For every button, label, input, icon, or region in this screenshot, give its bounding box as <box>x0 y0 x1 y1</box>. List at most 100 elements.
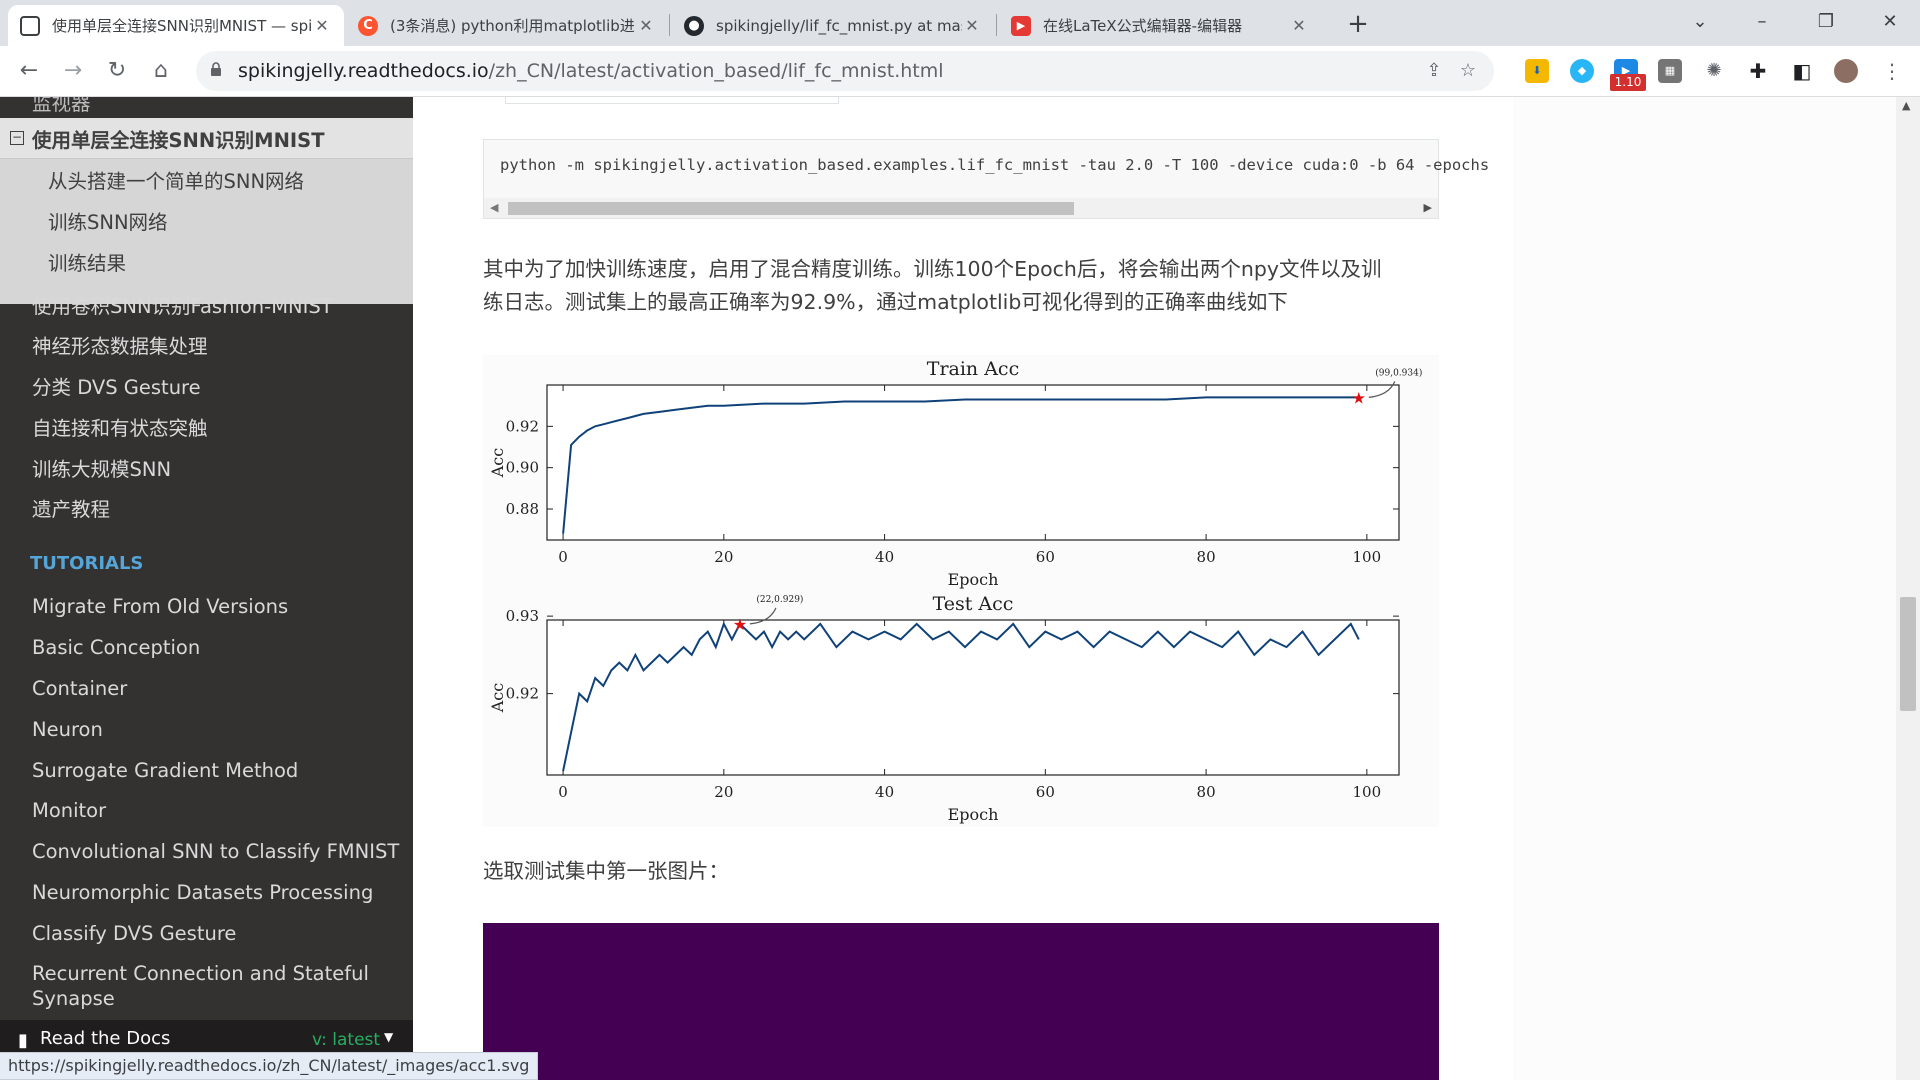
sidebar-item[interactable]: Classify DVS Gesture <box>32 922 237 945</box>
close-icon[interactable]: ✕ <box>965 16 979 35</box>
scroll-up-icon[interactable]: ▲ <box>1902 99 1911 112</box>
x-tick-label: 20 <box>714 783 733 801</box>
reload-icon[interactable]: ↻ <box>107 58 127 83</box>
avatar[interactable] <box>1834 59 1858 83</box>
scroll-right-icon[interactable]: ▶ <box>1423 201 1432 214</box>
tab-latex[interactable]: ▶ 在线LaTeX公式编辑器-编辑器 ✕ <box>999 5 1321 46</box>
y-axis-label: Acc <box>488 683 507 714</box>
code-scroll-thumb[interactable] <box>508 202 1074 215</box>
sidebar-item-current[interactable]: 使用单层全连接SNN识别MNIST <box>32 129 325 152</box>
sidebar-item[interactable]: Neuron <box>32 718 103 741</box>
sidebar-item[interactable]: Container <box>32 677 128 700</box>
x-axis-label: Epoch <box>948 805 999 824</box>
sidebar-sub-item[interactable]: 从头搭建一个简单的SNN网络 <box>48 170 305 193</box>
sidebar-sub-list <box>0 159 413 304</box>
download-extension-icon[interactable]: ⬇ <box>1525 59 1549 83</box>
annotation-label: (22,0.929) <box>756 594 803 605</box>
sidebar-sub-item[interactable]: 训练SNN网络 <box>48 211 168 234</box>
scroll-left-icon[interactable]: ◀ <box>490 201 499 214</box>
code-text: python -m spikingjelly.activation_based.… <box>500 156 1490 174</box>
tab-active[interactable]: 使用单层全连接SNN识别MNIST — spikingjelly ✕ <box>8 5 344 46</box>
y-axis-label: Acc <box>488 448 507 479</box>
code-block: python -m spikingjelly.activation_based.… <box>483 139 1489 219</box>
collapse-icon[interactable]: − <box>10 130 24 145</box>
folder-extension-icon[interactable]: ▦ <box>1658 59 1682 83</box>
browser-toolbar: ← → ↻ ⌂ spikingjelly.readthedocs.io/zh_C… <box>0 46 1920 97</box>
sidebar-item[interactable]: Surrogate Gradient Method <box>32 759 299 782</box>
github-icon: ● <box>684 15 704 36</box>
tab-csdn[interactable]: C (3条消息) python利用matplotlib进 ✕ <box>346 5 668 46</box>
x-tick-label: 40 <box>875 783 894 801</box>
restore-button[interactable]: ❐ <box>1817 11 1835 32</box>
puzzle-icon[interactable]: ✚ <box>1746 59 1770 83</box>
sidebar-item[interactable]: Recurrent Connection and Stateful <box>32 962 369 985</box>
close-icon[interactable]: ✕ <box>639 16 653 35</box>
max-star-marker: ★ <box>1352 388 1366 407</box>
mnist-image <box>483 923 1439 1080</box>
tab-github[interactable]: ● spikingjelly/lif_fc_mnist.py at mas ✕ <box>672 5 994 46</box>
menu-icon[interactable]: ⋮ <box>1880 59 1904 83</box>
extension-badge: 1.10 <box>1610 74 1646 91</box>
book-icon: ▮ <box>18 1030 28 1051</box>
sidebar-current-section: − 使用单层全连接SNN识别MNIST 从头搭建一个简单的SNN网络 训练SNN… <box>0 118 413 304</box>
sidebar-item-monitor[interactable]: 监视器 <box>32 97 91 115</box>
tab-strip: 使用单层全连接SNN识别MNIST — spikingjelly ✕ C (3条… <box>0 0 1920 46</box>
page-scrollbar[interactable]: ▲ <box>1896 97 1920 1080</box>
plot-frame <box>546 384 1400 541</box>
sidebar-item-continued[interactable]: Synapse <box>32 987 115 1010</box>
home-icon[interactable]: ⌂ <box>154 58 168 83</box>
series-line <box>562 396 1359 534</box>
paragraph-line: 其中为了加快训练速度，启用了混合精度训练。训练100个Epoch后，将会输出两个… <box>483 257 1382 281</box>
address-bar[interactable]: spikingjelly.readthedocs.io/zh_CN/latest… <box>196 51 1494 91</box>
code-scrollbar[interactable]: ◀ ▶ <box>484 198 1438 218</box>
sidebar-item[interactable]: 训练大规模SNN <box>32 458 172 481</box>
page-scroll-thumb[interactable] <box>1900 597 1916 711</box>
sidebar-item[interactable]: 使用卷积SNN识别Fashion-MNIST <box>32 295 333 318</box>
sidebar-item[interactable]: Convolutional SNN to Classify FMNIST <box>32 840 400 863</box>
close-icon[interactable]: ✕ <box>315 16 329 35</box>
series-line <box>562 621 1360 772</box>
sidebar: 监视器 − 使用单层全连接SNN识别MNIST 从头搭建一个简单的SNN网络 训… <box>0 97 413 1080</box>
sidebar-item[interactable]: 遗产教程 <box>32 498 111 521</box>
caret-down-icon: ▼ <box>384 1030 394 1044</box>
sidepanel-icon[interactable]: ◧ <box>1790 59 1814 83</box>
forward-icon[interactable]: → <box>63 58 83 83</box>
shield-extension-icon[interactable]: ◆ <box>1570 59 1594 83</box>
close-window-button[interactable]: ✕ <box>1882 11 1898 32</box>
doc-icon <box>20 15 40 36</box>
x-axis-label: Epoch <box>948 570 999 589</box>
sidebar-item[interactable]: Migrate From Old Versions <box>32 595 289 618</box>
bookmark-star-icon[interactable]: ☆ <box>1459 60 1477 81</box>
accuracy-figure[interactable]: Train Acc 0 20 40 60 80 100 0.88 0.90 0.92 Epoch Ac… <box>483 355 1439 827</box>
paragraph-line: 练日志。测试集上的最高正确率为92.9%，通过matplotlib可视化得到的正… <box>483 290 1288 314</box>
sidebar-item[interactable]: Basic Conception <box>32 636 201 659</box>
url-host: spikingjelly.readthedocs.io <box>238 60 489 82</box>
back-icon[interactable]: ← <box>19 58 39 83</box>
sidebar-item[interactable]: 分类 DVS Gesture <box>32 376 201 399</box>
tab-separator <box>996 14 997 36</box>
tab-search-icon[interactable]: ⌄ <box>1692 11 1708 32</box>
annotation-label: (99,0.934) <box>1375 367 1422 378</box>
tab-title: spikingjelly/lif_fc_mnist.py at mas <box>716 16 962 35</box>
x-tick-label: 60 <box>1036 783 1055 801</box>
new-tab-button[interactable]: + <box>1347 9 1369 39</box>
y-tick-label: 0.92 <box>506 685 539 703</box>
close-icon[interactable]: ✕ <box>1292 16 1306 35</box>
paragraph: 其中为了加快训练速度，启用了混合精度训练。训练100个Epoch后，将会输出两个… <box>483 253 1453 319</box>
sidebar-item[interactable]: Neuromorphic Datasets Processing <box>32 881 374 904</box>
globe-extension-icon[interactable]: ✺ <box>1702 59 1726 83</box>
tab-title: (3条消息) python利用matplotlib进 <box>390 17 635 35</box>
x-tick-label: 100 <box>1353 548 1382 566</box>
minimize-button[interactable]: – <box>1757 11 1767 32</box>
lock-icon <box>211 62 221 76</box>
share-icon[interactable]: ⇪ <box>1426 60 1442 81</box>
sidebar-sub-item[interactable]: 训练结果 <box>48 252 127 275</box>
url-text: spikingjelly.readthedocs.io/zh_CN/latest… <box>238 60 944 82</box>
x-tick-label: 100 <box>1353 783 1382 801</box>
rtd-label: Read the Docs <box>40 1028 171 1049</box>
sidebar-item[interactable]: 自连接和有状态突触 <box>32 417 208 440</box>
sidebar-item[interactable]: Monitor <box>32 799 107 822</box>
y-tick-label: 0.92 <box>506 417 539 435</box>
right-margin <box>1513 97 1896 1080</box>
sidebar-item[interactable]: 神经形态数据集处理 <box>32 335 208 358</box>
